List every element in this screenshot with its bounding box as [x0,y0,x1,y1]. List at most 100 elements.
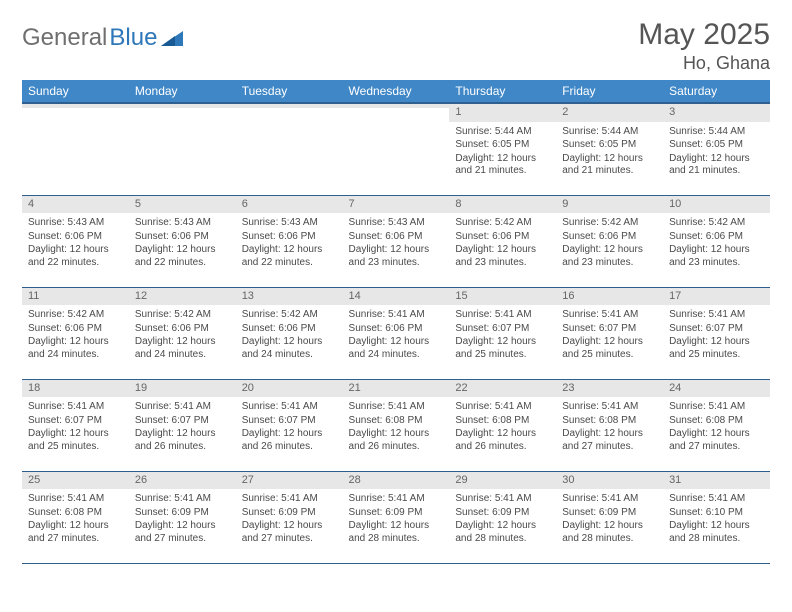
day-number: 31 [663,472,770,490]
calendar-day-cell: 30Sunrise: 5:41 AMSunset: 6:09 PMDayligh… [556,471,663,563]
day-number: 20 [236,380,343,398]
day-number [236,104,343,108]
calendar-day-cell: 8Sunrise: 5:42 AMSunset: 6:06 PMDaylight… [449,195,556,287]
day-number: 2 [556,104,663,122]
sunrise-text: Sunrise: 5:41 AM [562,401,657,414]
sunrise-text: Sunrise: 5:41 AM [28,493,123,506]
daylight-text: Daylight: 12 hours and 28 minutes. [455,520,550,545]
day-number: 23 [556,380,663,398]
daylight-text: Daylight: 12 hours and 27 minutes. [242,520,337,545]
daylight-text: Daylight: 12 hours and 24 minutes. [28,336,123,361]
sunset-text: Sunset: 6:07 PM [562,323,657,336]
day-number: 6 [236,196,343,214]
sunrise-text: Sunrise: 5:41 AM [455,309,550,322]
daylight-text: Daylight: 12 hours and 27 minutes. [135,520,230,545]
calendar-day-cell: 2Sunrise: 5:44 AMSunset: 6:05 PMDaylight… [556,103,663,195]
sunrise-text: Sunrise: 5:41 AM [669,401,764,414]
weekday-header: Sunday [22,80,129,103]
weekday-header-row: Sunday Monday Tuesday Wednesday Thursday… [22,80,770,103]
sunset-text: Sunset: 6:09 PM [135,507,230,520]
sunset-text: Sunset: 6:08 PM [455,415,550,428]
logo-text-general: General [22,24,107,52]
calendar-week-row: 11Sunrise: 5:42 AMSunset: 6:06 PMDayligh… [22,287,770,379]
calendar-day-cell: 17Sunrise: 5:41 AMSunset: 6:07 PMDayligh… [663,287,770,379]
sunrise-text: Sunrise: 5:41 AM [669,309,764,322]
day-details: Sunrise: 5:41 AMSunset: 6:08 PMDaylight:… [22,489,129,552]
day-number: 29 [449,472,556,490]
day-details: Sunrise: 5:41 AMSunset: 6:09 PMDaylight:… [449,489,556,552]
day-number: 11 [22,288,129,306]
calendar-day-cell: 9Sunrise: 5:42 AMSunset: 6:06 PMDaylight… [556,195,663,287]
sunset-text: Sunset: 6:06 PM [669,231,764,244]
day-number [343,104,450,108]
weekday-header: Friday [556,80,663,103]
day-details: Sunrise: 5:41 AMSunset: 6:10 PMDaylight:… [663,489,770,552]
day-details: Sunrise: 5:41 AMSunset: 6:07 PMDaylight:… [556,305,663,368]
day-number: 26 [129,472,236,490]
day-number: 7 [343,196,450,214]
daylight-text: Daylight: 12 hours and 25 minutes. [562,336,657,361]
logo: GeneralBlue [22,18,183,52]
calendar-day-cell [22,103,129,195]
daylight-text: Daylight: 12 hours and 23 minutes. [562,244,657,269]
sunset-text: Sunset: 6:08 PM [562,415,657,428]
sunrise-text: Sunrise: 5:43 AM [349,217,444,230]
day-details: Sunrise: 5:41 AMSunset: 6:07 PMDaylight:… [236,397,343,460]
sunset-text: Sunset: 6:07 PM [242,415,337,428]
daylight-text: Daylight: 12 hours and 27 minutes. [28,520,123,545]
day-number: 15 [449,288,556,306]
day-details: Sunrise: 5:44 AMSunset: 6:05 PMDaylight:… [663,122,770,185]
sunrise-text: Sunrise: 5:41 AM [562,309,657,322]
daylight-text: Daylight: 12 hours and 22 minutes. [135,244,230,269]
day-number: 16 [556,288,663,306]
day-details: Sunrise: 5:41 AMSunset: 6:07 PMDaylight:… [22,397,129,460]
weekday-header: Wednesday [343,80,450,103]
day-details: Sunrise: 5:41 AMSunset: 6:09 PMDaylight:… [129,489,236,552]
sunset-text: Sunset: 6:07 PM [135,415,230,428]
daylight-text: Daylight: 12 hours and 22 minutes. [242,244,337,269]
calendar-day-cell: 27Sunrise: 5:41 AMSunset: 6:09 PMDayligh… [236,471,343,563]
day-number: 1 [449,104,556,122]
calendar-week-row: 1Sunrise: 5:44 AMSunset: 6:05 PMDaylight… [22,103,770,195]
sunrise-text: Sunrise: 5:41 AM [135,493,230,506]
sunset-text: Sunset: 6:06 PM [28,231,123,244]
sunset-text: Sunset: 6:09 PM [455,507,550,520]
calendar-day-cell: 29Sunrise: 5:41 AMSunset: 6:09 PMDayligh… [449,471,556,563]
day-details: Sunrise: 5:41 AMSunset: 6:09 PMDaylight:… [556,489,663,552]
day-details: Sunrise: 5:41 AMSunset: 6:09 PMDaylight:… [236,489,343,552]
sunset-text: Sunset: 6:07 PM [455,323,550,336]
calendar-day-cell: 3Sunrise: 5:44 AMSunset: 6:05 PMDaylight… [663,103,770,195]
sunrise-text: Sunrise: 5:41 AM [242,401,337,414]
calendar-day-cell: 26Sunrise: 5:41 AMSunset: 6:09 PMDayligh… [129,471,236,563]
calendar-day-cell: 10Sunrise: 5:42 AMSunset: 6:06 PMDayligh… [663,195,770,287]
day-number: 19 [129,380,236,398]
sunset-text: Sunset: 6:08 PM [28,507,123,520]
sunset-text: Sunset: 6:05 PM [455,139,550,152]
calendar-day-cell: 25Sunrise: 5:41 AMSunset: 6:08 PMDayligh… [22,471,129,563]
sunrise-text: Sunrise: 5:42 AM [242,309,337,322]
day-number: 30 [556,472,663,490]
sunrise-text: Sunrise: 5:41 AM [455,493,550,506]
daylight-text: Daylight: 12 hours and 26 minutes. [349,428,444,453]
header: GeneralBlue May 2025 Ho, Ghana [22,18,770,74]
day-details: Sunrise: 5:41 AMSunset: 6:07 PMDaylight:… [449,305,556,368]
day-number: 8 [449,196,556,214]
calendar-day-cell: 21Sunrise: 5:41 AMSunset: 6:08 PMDayligh… [343,379,450,471]
calendar-day-cell: 6Sunrise: 5:43 AMSunset: 6:06 PMDaylight… [236,195,343,287]
day-number [22,104,129,108]
daylight-text: Daylight: 12 hours and 21 minutes. [562,153,657,178]
calendar-day-cell: 19Sunrise: 5:41 AMSunset: 6:07 PMDayligh… [129,379,236,471]
day-details: Sunrise: 5:43 AMSunset: 6:06 PMDaylight:… [22,213,129,276]
title-block: May 2025 Ho, Ghana [638,18,770,74]
daylight-text: Daylight: 12 hours and 27 minutes. [562,428,657,453]
day-details: Sunrise: 5:42 AMSunset: 6:06 PMDaylight:… [129,305,236,368]
sunset-text: Sunset: 6:08 PM [349,415,444,428]
calendar-week-row: 4Sunrise: 5:43 AMSunset: 6:06 PMDaylight… [22,195,770,287]
sunrise-text: Sunrise: 5:41 AM [349,309,444,322]
sunrise-text: Sunrise: 5:41 AM [455,401,550,414]
daylight-text: Daylight: 12 hours and 28 minutes. [349,520,444,545]
daylight-text: Daylight: 12 hours and 24 minutes. [349,336,444,361]
sunrise-text: Sunrise: 5:44 AM [562,126,657,139]
daylight-text: Daylight: 12 hours and 21 minutes. [455,153,550,178]
calendar-day-cell: 1Sunrise: 5:44 AMSunset: 6:05 PMDaylight… [449,103,556,195]
